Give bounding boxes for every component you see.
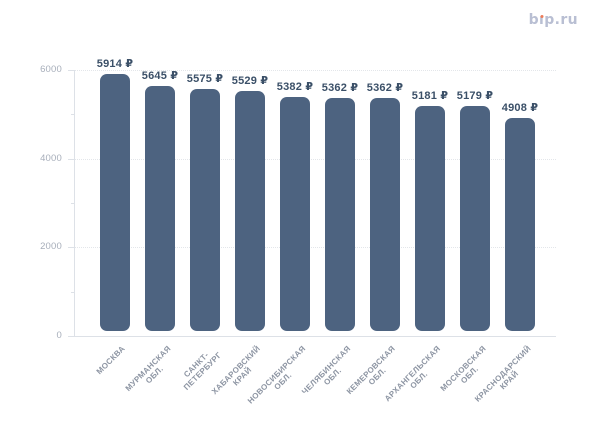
y-minor-tick [71,203,74,204]
gridline [74,159,556,160]
bar-value-label: 5382 ₽ [276,81,314,93]
y-major-tick [68,247,74,248]
bip-logo[interactable]: bı p.ru [529,12,578,28]
bar-value-label: 5529 ₽ [231,75,269,87]
logo-text-start: b [528,12,539,28]
gridline [74,247,556,248]
category-label: МУРМАНСКАЯ ОБЛ. [123,344,178,399]
y-minor-tick [71,292,74,293]
bar[interactable] [370,98,400,331]
y-axis-line [74,70,75,336]
bar-value-label: 5575 ₽ [186,73,224,85]
bar-value-label: 4908 ₽ [501,102,539,114]
bar[interactable] [280,97,310,331]
bar[interactable] [235,91,265,331]
y-tick-label: 4000 [40,153,62,164]
y-tick-label: 6000 [40,64,62,75]
bar[interactable] [505,118,535,331]
bar[interactable] [100,74,130,331]
logo-letter-i: ı [538,12,545,28]
y-tick-label: 0 [56,330,62,341]
bar[interactable] [460,106,490,331]
logo-i-dot [540,14,544,18]
x-axis-line [74,336,556,337]
bar[interactable] [190,89,220,331]
category-label-line: МОСКВА [95,344,128,377]
bar-value-label: 5362 ₽ [366,82,404,94]
bar[interactable] [325,98,355,331]
gridline [74,70,556,71]
bar-value-label: 5914 ₽ [96,58,134,70]
bar-value-label: 5181 ₽ [411,90,449,102]
bar-value-label: 5645 ₽ [141,70,179,82]
y-minor-tick [71,114,74,115]
bar-value-label: 5179 ₽ [456,90,494,102]
category-label: МОСКВА [95,344,127,376]
bar[interactable] [415,106,445,331]
y-major-tick [68,336,74,337]
logo-text-end: p.ru [544,12,578,28]
y-tick-label: 2000 [40,241,62,252]
y-major-tick [68,70,74,71]
bar-value-label: 5362 ₽ [321,82,359,94]
bar[interactable] [145,86,175,331]
y-major-tick [68,159,74,160]
